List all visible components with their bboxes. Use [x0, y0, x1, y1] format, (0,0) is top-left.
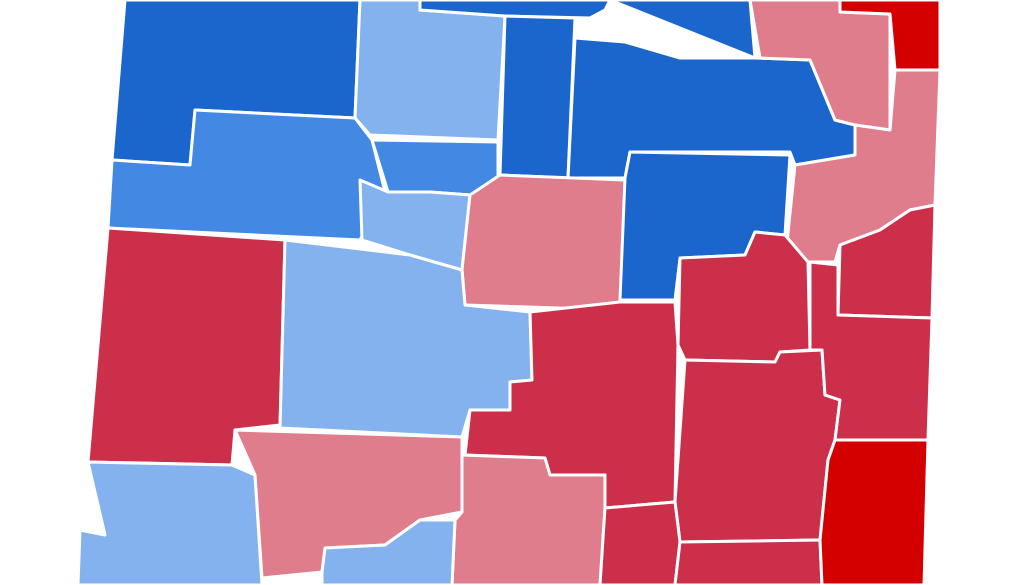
county-n-3[interactable]: [498, 14, 577, 180]
county-n-2[interactable]: [418, 0, 612, 20]
county-c-7[interactable]: [673, 348, 842, 544]
county-s-4[interactable]: [598, 500, 682, 585]
county-se-1[interactable]: [818, 438, 930, 585]
county-c-1[interactable]: [370, 138, 500, 197]
county-s-3[interactable]: [450, 453, 607, 585]
county-s-1[interactable]: [76, 460, 264, 585]
county-c-3[interactable]: [460, 173, 627, 312]
county-s-6[interactable]: [673, 538, 824, 585]
county-s-5[interactable]: [320, 518, 457, 585]
county-n-1[interactable]: [353, 0, 507, 142]
